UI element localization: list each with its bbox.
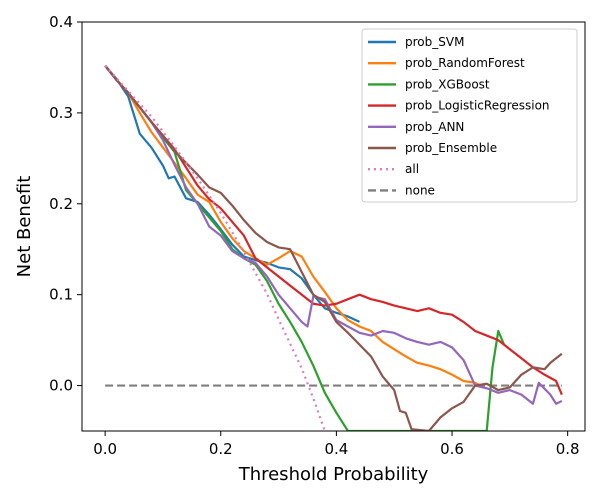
series-line-prob_LogisticRegression	[104, 64, 563, 396]
legend-frame	[361, 28, 578, 203]
y-axis-title: Net Benefit	[14, 176, 35, 278]
series-layer	[104, 64, 563, 431]
y-tick-label: 0.3	[49, 104, 73, 122]
legend-label: prob_ANN	[405, 120, 464, 134]
series-line-prob_SVM	[104, 64, 360, 323]
y-tick-label: 0.2	[49, 195, 73, 213]
x-tick-label: 0.4	[324, 440, 348, 458]
ticks-layer: 0.0 0.2 0.4 0.6 0.8 0.0 0.1 0.2 0.3 0.4	[49, 13, 579, 458]
y-tick-label: 0.0	[49, 377, 73, 395]
plot-frame	[81, 21, 586, 432]
legend-label: none	[405, 183, 435, 197]
x-tick-label: 0.6	[440, 440, 464, 458]
x-axis-title: Threshold Probability	[238, 464, 429, 485]
legend-label: all	[405, 162, 419, 176]
series-line-prob_RandomForest	[104, 64, 482, 387]
x-tick-label: 0.0	[93, 440, 117, 458]
legend-label: prob_RandomForest	[405, 56, 525, 70]
legend-label: prob_Ensemble	[405, 141, 497, 155]
series-line-all	[104, 64, 326, 431]
legend-label: prob_SVM	[405, 35, 464, 49]
legend-label: prob_LogisticRegression	[405, 99, 550, 113]
x-tick-label: 0.8	[556, 440, 580, 458]
legend-label: prob_XGBoost	[405, 77, 490, 91]
y-tick-label: 0.4	[49, 13, 73, 31]
y-tick-label: 0.1	[49, 286, 73, 304]
legend: prob_SVM prob_RandomForest prob_XGBoostpro…	[361, 28, 578, 203]
x-tick-label: 0.2	[209, 440, 233, 458]
